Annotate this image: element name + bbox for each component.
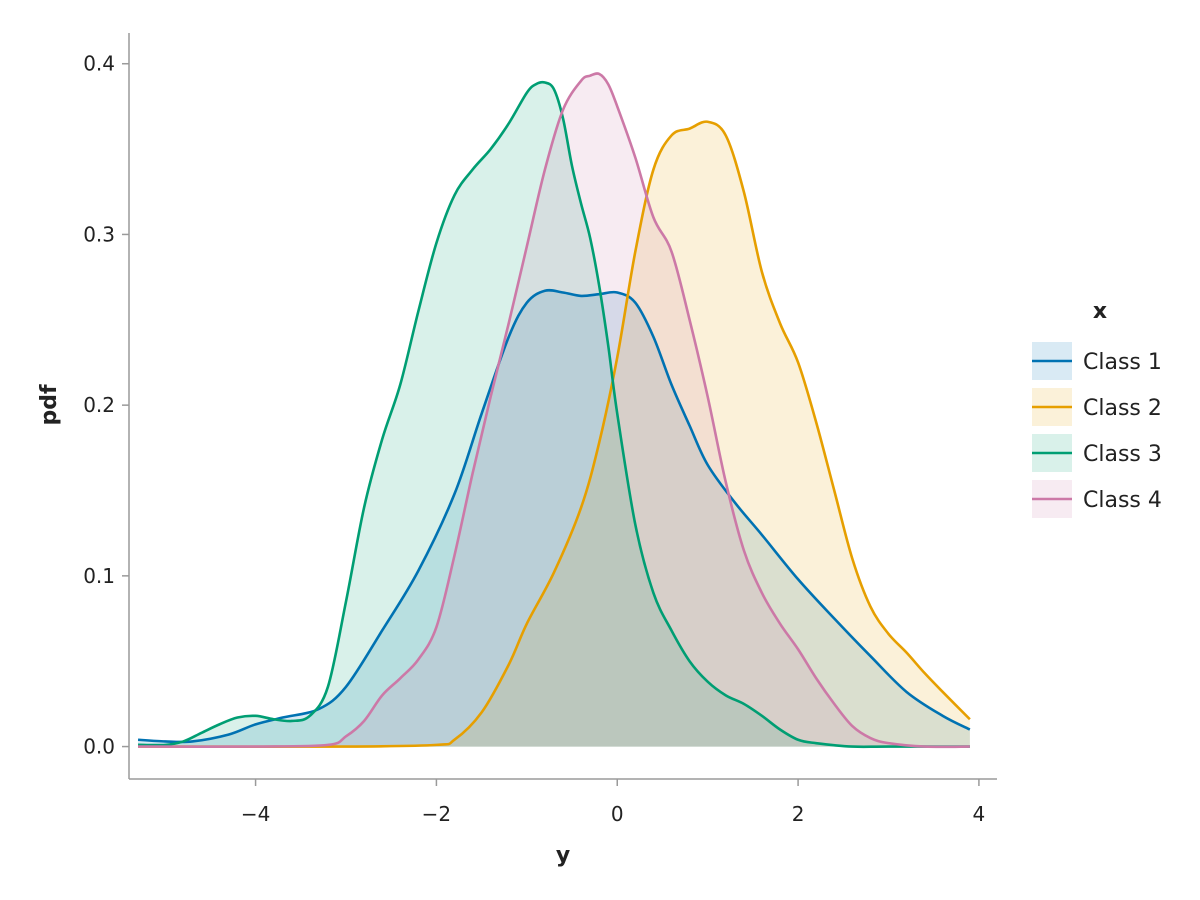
y-tick-label: 0.1 bbox=[83, 564, 115, 588]
x-axis-label: y bbox=[556, 843, 570, 868]
legend-label: Class 3 bbox=[1083, 442, 1162, 467]
density-area-class-4 bbox=[138, 73, 970, 747]
legend-title: x bbox=[1093, 299, 1107, 324]
density-lines bbox=[137, 72, 971, 749]
x-ticks: −4 −2 0 2 4 bbox=[241, 779, 985, 826]
y-tick-label: 0.3 bbox=[83, 222, 115, 246]
x-tick-label: 2 bbox=[792, 802, 805, 826]
x-tick-label: −2 bbox=[422, 802, 451, 826]
legend: x Class 1 Class 2 Class 3 Class 4 bbox=[1032, 299, 1162, 518]
density-line-class-3 bbox=[138, 80, 970, 749]
legend-item-class-1: Class 1 bbox=[1032, 342, 1162, 380]
density-fills bbox=[138, 73, 970, 747]
legend-label: Class 1 bbox=[1083, 350, 1162, 375]
axes bbox=[128, 33, 997, 780]
legend-item-class-2: Class 2 bbox=[1032, 388, 1162, 426]
y-tick-label: 0.4 bbox=[83, 52, 115, 76]
legend-item-class-3: Class 3 bbox=[1032, 434, 1162, 472]
density-line-class-4 bbox=[138, 72, 970, 749]
legend-item-class-4: Class 4 bbox=[1032, 480, 1162, 518]
x-tick-label: 4 bbox=[973, 802, 986, 826]
x-tick-label: 0 bbox=[611, 802, 624, 826]
x-tick-label: −4 bbox=[241, 802, 270, 826]
density-area-class-1 bbox=[138, 290, 970, 747]
density-line-class-1 bbox=[137, 288, 971, 744]
density-area-class-3 bbox=[138, 82, 970, 747]
y-tick-label: 0.0 bbox=[83, 735, 115, 759]
density-line-class-2 bbox=[138, 120, 971, 748]
legend-label: Class 2 bbox=[1083, 396, 1162, 421]
y-ticks: 0.0 0.1 0.2 0.3 0.4 bbox=[83, 52, 129, 759]
y-tick-label: 0.2 bbox=[83, 393, 115, 417]
legend-label: Class 4 bbox=[1083, 488, 1162, 513]
y-axis-label: pdf bbox=[37, 384, 62, 425]
